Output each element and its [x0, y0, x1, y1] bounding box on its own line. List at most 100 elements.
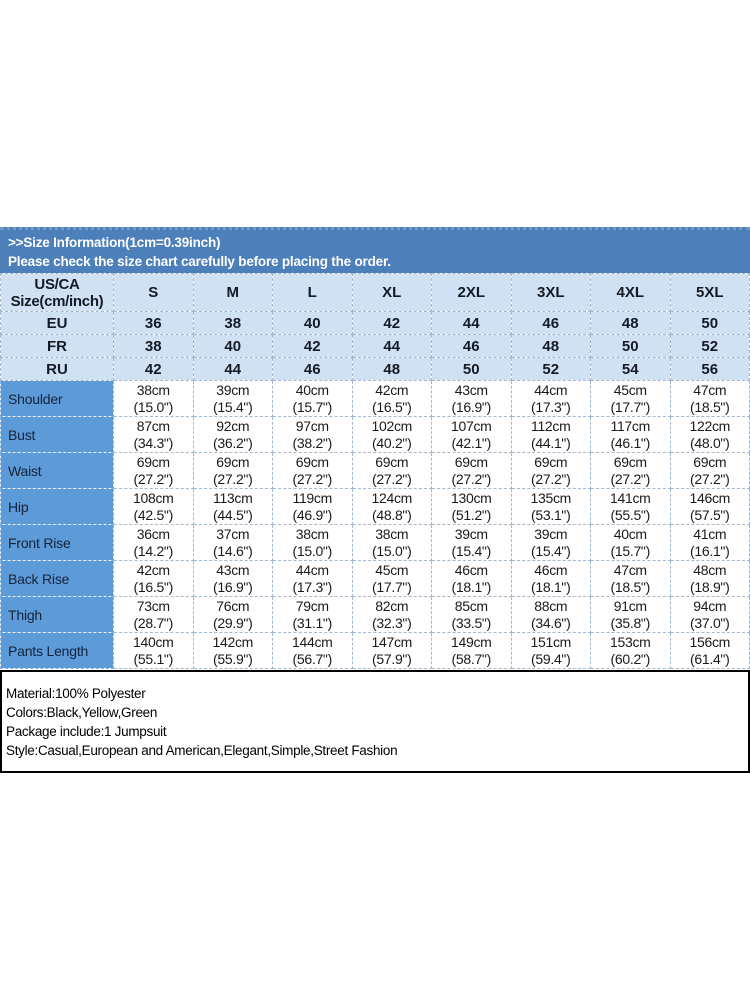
- measurement-inch: (27.2"): [690, 470, 730, 487]
- measurement-cell: 37cm (14.6"): [192, 524, 273, 561]
- region-size-cell: 46: [431, 334, 512, 358]
- measurement-cell: 130cm (51.2"): [431, 488, 512, 525]
- measurement-cell: 44cm (17.3"): [272, 560, 353, 597]
- measurement-inch: (15.7"): [610, 542, 651, 559]
- measurement-inch: (51.2"): [451, 506, 492, 523]
- measurement-cm: 141cm: [609, 489, 651, 506]
- measurement-inch: (15.0"): [133, 398, 174, 415]
- measurement-inch: (36.2"): [213, 434, 253, 451]
- measurement-cell: 112cm (44.1"): [510, 416, 591, 453]
- region-size-cell: 38: [192, 311, 273, 335]
- measurement-inch: (44.5"): [213, 506, 253, 523]
- measurement-cm: 142cm: [212, 633, 254, 650]
- measurement-inch: (31.1"): [292, 614, 333, 631]
- measurement-inch: (58.7"): [451, 650, 492, 667]
- measurement-cell: 46cm (18.1"): [510, 560, 591, 597]
- measurement-cell: 76cm (29.9"): [192, 596, 273, 633]
- measurement-cm: 69cm: [613, 453, 647, 470]
- measurement-cm: 44cm: [534, 381, 568, 398]
- measurement-row: Hip 108cm (42.5") 113cm (44.5") 119cm (46.9") 1…: [0, 488, 750, 525]
- measurement-cell: 88cm (34.6"): [510, 596, 591, 633]
- measurement-cm: 117cm: [610, 417, 651, 434]
- measurement-cm: 146cm: [689, 489, 731, 506]
- measurement-cell: 44cm (17.3"): [510, 380, 591, 417]
- measurement-inch: (33.5"): [451, 614, 492, 631]
- measurement-cell: 92cm (36.2"): [192, 416, 273, 453]
- measurement-cell: 140cm (55.1"): [113, 632, 194, 669]
- measurement-inch: (16.5"): [133, 578, 174, 595]
- measurement-cell: 69cm (27.2"): [590, 452, 671, 489]
- region-row-label: FR: [0, 334, 114, 358]
- measurement-cm: 102cm: [371, 417, 413, 434]
- measurement-cm: 37cm: [216, 525, 250, 542]
- measurement-cm: 44cm: [295, 561, 329, 578]
- measurement-inch: (16.1"): [690, 542, 730, 559]
- measurement-cm: 79cm: [295, 597, 329, 614]
- measurement-inch: (27.2"): [531, 470, 571, 487]
- measurement-row-label: Bust: [0, 416, 114, 453]
- measurement-inch: (55.1"): [133, 650, 174, 667]
- measurement-row: Front Rise 36cm (14.2") 37cm (14.6") 38cm (15.…: [0, 524, 750, 561]
- measurement-inch: (35.8"): [610, 614, 651, 631]
- measurement-inch: (27.2"): [372, 470, 412, 487]
- measurement-cell: 142cm (55.9"): [192, 632, 273, 669]
- measurement-cell: 79cm (31.1"): [272, 596, 353, 633]
- measurement-cm: 38cm: [375, 525, 409, 542]
- size-chart-sheet: >>Size Information(1cm=0.39inch) Please …: [0, 227, 750, 773]
- measurement-inch: (46.9"): [292, 506, 333, 523]
- measurement-cell: 69cm (27.2"): [113, 452, 194, 489]
- measurement-inch: (32.3"): [372, 614, 412, 631]
- size-column-header: 5XL: [669, 273, 750, 312]
- measurement-cm: 42cm: [375, 381, 409, 398]
- measurement-inch: (16.5"): [372, 398, 412, 415]
- region-size-cell: 48: [351, 357, 432, 381]
- region-size-cell: 38: [113, 334, 194, 358]
- measurement-cell: 43cm (16.9"): [192, 560, 273, 597]
- measurement-inch: (15.7"): [292, 398, 333, 415]
- measurement-inch: (27.2"): [610, 470, 651, 487]
- region-size-cell: 46: [272, 357, 353, 381]
- measurement-cm: 38cm: [295, 525, 329, 542]
- measurement-cell: 94cm (37.0"): [669, 596, 750, 633]
- measurement-cell: 87cm (34.3"): [113, 416, 194, 453]
- measurement-cell: 146cm (57.5"): [669, 488, 750, 525]
- measurement-cell: 69cm (27.2"): [431, 452, 512, 489]
- measurement-cm: 113cm: [213, 489, 253, 506]
- measurement-row-label: Hip: [0, 488, 114, 525]
- region-size-cell: 40: [272, 311, 353, 335]
- measurement-row: Thigh 73cm (28.7") 76cm (29.9") 79cm (31.1") 82…: [0, 596, 750, 633]
- region-size-cell: 48: [590, 311, 671, 335]
- measurement-inch: (55.9"): [213, 650, 253, 667]
- measurement-cm: 147cm: [371, 633, 413, 650]
- measurement-cm: 73cm: [136, 597, 170, 614]
- banner-title: >>Size Information(1cm=0.39inch): [8, 235, 221, 250]
- measurement-cell: 39cm (15.4"): [192, 380, 273, 417]
- measurement-cell: 36cm (14.2"): [113, 524, 194, 561]
- measurement-cell: 119cm (46.9"): [272, 488, 353, 525]
- measurement-cm: 47cm: [693, 381, 727, 398]
- measurement-cm: 69cm: [136, 453, 170, 470]
- measurement-inch: (18.1"): [451, 578, 492, 595]
- size-header-row: US/CA Size(cm/inch) S M L XL 2XL 3XL 4XL 5XL: [0, 273, 750, 312]
- details-line: Colors:Black,Yellow,Green: [6, 705, 158, 720]
- measurement-row: Shoulder 38cm (15.0") 39cm (15.4") 40cm (15.7"…: [0, 380, 750, 417]
- region-size-cell: 54: [590, 357, 671, 381]
- measurement-inch: (57.5"): [690, 506, 730, 523]
- measurement-cm: 69cm: [295, 453, 329, 470]
- measurement-inch: (61.4"): [690, 650, 730, 667]
- measurement-cell: 97cm (38.2"): [272, 416, 353, 453]
- measurement-cm: 156cm: [689, 633, 731, 650]
- measurement-cell: 43cm (16.9"): [431, 380, 512, 417]
- measurement-cm: 69cm: [693, 453, 727, 470]
- region-size-cell: 52: [510, 357, 591, 381]
- measurement-inch: (27.2"): [133, 470, 174, 487]
- size-column-header: 4XL: [590, 273, 671, 312]
- measurement-cm: 39cm: [534, 525, 568, 542]
- measurement-cell: 117cm (46.1"): [590, 416, 671, 453]
- measurement-row: Bust 87cm (34.3") 92cm (36.2") 97cm (38.2") 102…: [0, 416, 750, 453]
- measurement-row-label: Back Rise: [0, 560, 114, 597]
- measurement-cell: 42cm (16.5"): [351, 380, 432, 417]
- measurement-cell: 41cm (16.1"): [669, 524, 750, 561]
- region-size-cell: 42: [272, 334, 353, 358]
- measurement-cm: 40cm: [613, 525, 647, 542]
